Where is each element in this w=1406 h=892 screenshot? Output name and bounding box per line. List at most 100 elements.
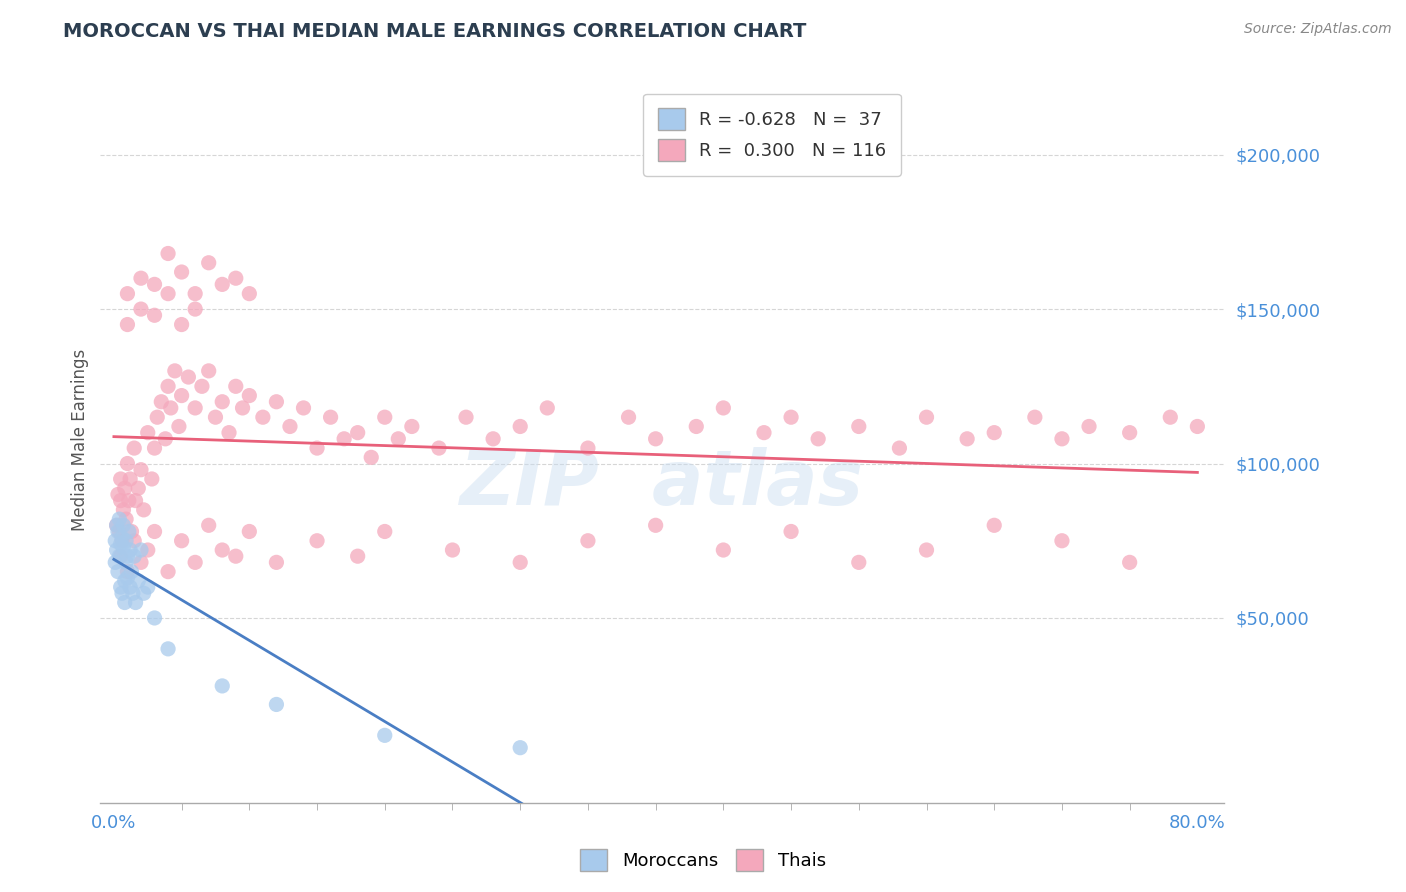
Point (225, 549, 247, 564)
Point (117, 571, 139, 585)
Point (184, 401, 207, 415)
Point (170, 265, 193, 279)
Point (114, 481, 136, 495)
Point (136, 543, 159, 558)
Point (346, 425, 368, 440)
Point (644, 432, 666, 446)
Point (105, 543, 128, 558)
Point (127, 574, 149, 588)
Point (157, 565, 180, 579)
Point (360, 450, 382, 465)
Point (576, 441, 599, 455)
Point (121, 586, 143, 600)
Point (129, 271, 152, 285)
Point (197, 256, 219, 270)
Point (110, 472, 132, 486)
Point (146, 410, 169, 425)
Point (110, 493, 132, 508)
Point (170, 388, 193, 402)
Point (117, 318, 139, 332)
Point (121, 524, 143, 539)
Point (346, 549, 368, 564)
Point (848, 419, 870, 434)
Point (1024, 410, 1046, 425)
Point (387, 432, 409, 446)
Point (105, 518, 128, 533)
Point (108, 549, 131, 564)
Point (374, 410, 396, 425)
Point (252, 410, 274, 425)
Point (118, 524, 141, 539)
Point (509, 555, 531, 569)
Point (129, 543, 152, 558)
Point (170, 318, 193, 332)
Point (115, 555, 138, 569)
Point (238, 388, 260, 402)
Point (401, 419, 423, 434)
Point (121, 565, 143, 579)
Point (120, 543, 142, 558)
Point (177, 370, 200, 384)
Point (983, 425, 1005, 440)
Point (122, 549, 145, 564)
Point (191, 379, 214, 393)
Point (266, 394, 288, 409)
Point (132, 503, 155, 517)
Point (278, 419, 301, 434)
Point (1118, 425, 1140, 440)
Point (780, 410, 803, 425)
Point (157, 246, 180, 260)
Y-axis label: Median Male Earnings: Median Male Earnings (72, 350, 89, 532)
Point (576, 533, 599, 548)
Point (132, 586, 155, 600)
Point (157, 286, 180, 301)
Point (1187, 419, 1209, 434)
Point (117, 457, 139, 471)
Point (983, 518, 1005, 533)
Point (107, 565, 129, 579)
Point (110, 580, 132, 594)
Point (536, 401, 558, 415)
Point (644, 518, 666, 533)
Point (105, 518, 128, 533)
Point (111, 533, 134, 548)
Legend: R = -0.628   N =  37, R =  0.300   N = 116: R = -0.628 N = 37, R = 0.300 N = 116 (643, 94, 901, 176)
Point (117, 549, 139, 564)
Point (711, 401, 734, 415)
Point (218, 425, 240, 440)
Point (136, 580, 159, 594)
Point (292, 401, 315, 415)
Point (807, 432, 830, 446)
Point (167, 419, 190, 434)
Point (1118, 555, 1140, 569)
Point (108, 524, 131, 539)
Point (211, 543, 233, 558)
Point (112, 540, 135, 554)
Point (225, 379, 247, 393)
Point (170, 533, 193, 548)
Point (143, 524, 166, 539)
Point (333, 432, 356, 446)
Point (889, 441, 911, 455)
Point (115, 533, 138, 548)
Point (454, 410, 477, 425)
Point (124, 493, 146, 508)
Text: MOROCCAN VS THAI MEDIAN MALE EARNINGS CORRELATION CHART: MOROCCAN VS THAI MEDIAN MALE EARNINGS CO… (63, 22, 807, 41)
Point (374, 524, 396, 539)
Point (122, 533, 145, 548)
Point (163, 364, 186, 378)
Point (238, 286, 260, 301)
Point (107, 524, 129, 539)
Text: Source: ZipAtlas.com: Source: ZipAtlas.com (1244, 22, 1392, 37)
Point (108, 512, 131, 526)
Point (143, 611, 166, 625)
Point (150, 394, 173, 409)
Point (427, 441, 450, 455)
Point (129, 302, 152, 317)
Point (305, 533, 328, 548)
Point (1159, 410, 1181, 425)
Point (956, 432, 979, 446)
Point (374, 728, 396, 742)
Point (114, 595, 136, 609)
Point (104, 555, 127, 569)
